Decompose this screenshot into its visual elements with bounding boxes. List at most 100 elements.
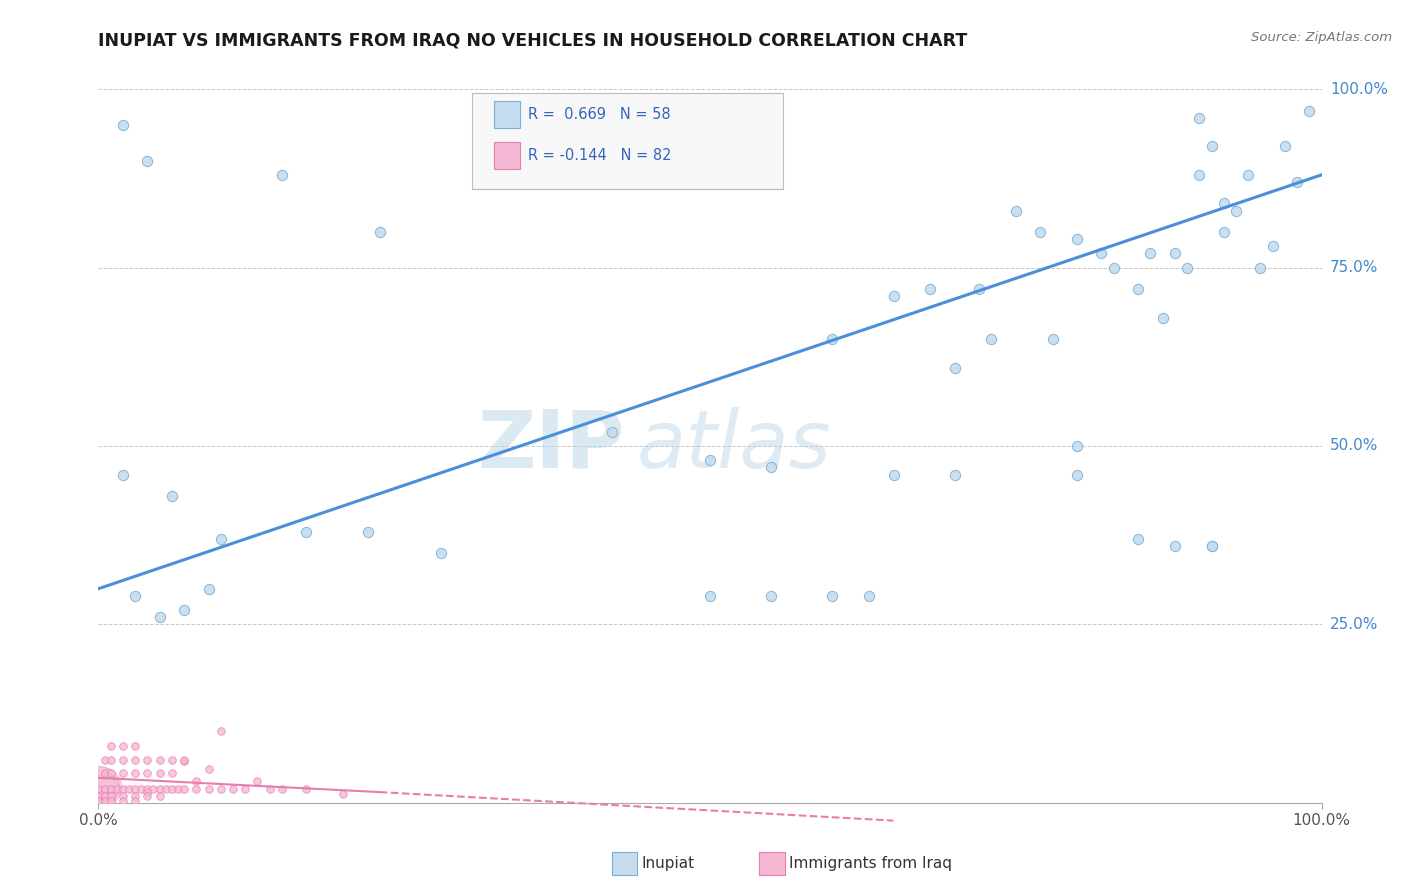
Point [1164, 246, 1187, 260]
Point [111, 739, 134, 753]
Point [1286, 175, 1309, 189]
Point [883, 289, 905, 303]
Point [87, 780, 110, 794]
Point [136, 781, 159, 796]
Point [1175, 260, 1198, 275]
Point [821, 332, 844, 346]
Point [105, 781, 128, 796]
Point [209, 724, 232, 739]
Point [821, 589, 844, 603]
Point [1139, 246, 1161, 260]
Point [100, 794, 122, 808]
Point [1261, 239, 1284, 253]
Point [111, 753, 134, 767]
Text: Inupiat: Inupiat [641, 856, 695, 871]
Point [1004, 203, 1026, 218]
Point [883, 467, 905, 482]
Point [111, 118, 134, 132]
Point [209, 781, 232, 796]
Point [136, 765, 159, 780]
Point [1042, 332, 1064, 346]
Text: 75.0%: 75.0% [1330, 260, 1378, 275]
Point [699, 453, 721, 467]
Text: 25.0%: 25.0% [1330, 617, 1378, 632]
Point [173, 753, 195, 767]
Point [124, 794, 146, 808]
Point [91, 780, 114, 794]
Point [160, 781, 183, 796]
Point [1102, 260, 1125, 275]
Text: INUPIAT VS IMMIGRANTS FROM IRAQ NO VEHICLES IN HOUSEHOLD CORRELATION CHART: INUPIAT VS IMMIGRANTS FROM IRAQ NO VEHIC… [98, 31, 967, 49]
Point [1029, 225, 1052, 239]
Point [858, 589, 880, 603]
Point [149, 610, 172, 624]
Point [233, 781, 256, 796]
Point [368, 225, 391, 239]
Text: R =  0.669   N = 58: R = 0.669 N = 58 [527, 107, 671, 122]
FancyBboxPatch shape [471, 93, 783, 189]
Text: 50.0%: 50.0% [1330, 439, 1378, 453]
Point [1128, 282, 1150, 296]
Point [136, 153, 159, 168]
Point [100, 765, 122, 780]
Point [124, 765, 146, 780]
Point [943, 360, 966, 375]
Point [209, 532, 232, 546]
Point [1212, 196, 1234, 211]
Point [124, 589, 146, 603]
Bar [494, 142, 520, 169]
Point [155, 781, 177, 796]
Point [160, 753, 183, 767]
Point [160, 765, 183, 780]
Point [1298, 103, 1320, 118]
Point [356, 524, 378, 539]
Point [332, 787, 354, 801]
Point [920, 282, 942, 296]
Text: Source: ZipAtlas.com: Source: ZipAtlas.com [1251, 31, 1392, 45]
Point [94, 780, 117, 794]
Point [967, 282, 990, 296]
Text: atlas: atlas [637, 407, 831, 485]
Point [124, 753, 146, 767]
Point [600, 425, 623, 439]
Point [111, 781, 134, 796]
Point [149, 753, 172, 767]
Point [136, 789, 159, 803]
Point [1201, 539, 1223, 553]
Point [124, 739, 146, 753]
Point [1152, 310, 1174, 325]
Text: 100.0%: 100.0% [1330, 82, 1388, 96]
Point [160, 489, 183, 503]
Point [1066, 232, 1088, 246]
Point [246, 774, 269, 789]
Point [1249, 260, 1271, 275]
Point [149, 765, 172, 780]
Point [295, 781, 318, 796]
Point [980, 332, 1002, 346]
Point [1188, 168, 1211, 182]
Point [124, 781, 146, 796]
Point [111, 765, 134, 780]
Point [118, 781, 141, 796]
Point [943, 467, 966, 482]
Point [111, 467, 134, 482]
Text: R = -0.144   N = 82: R = -0.144 N = 82 [527, 148, 671, 163]
Point [100, 739, 122, 753]
Point [1128, 532, 1150, 546]
Point [93, 753, 115, 767]
Point [129, 781, 152, 796]
Point [149, 789, 172, 803]
Point [173, 755, 195, 769]
Point [186, 774, 208, 789]
Point [173, 603, 195, 617]
Point [93, 794, 115, 808]
Point [1212, 225, 1234, 239]
Point [430, 546, 453, 560]
Point [93, 781, 115, 796]
Point [100, 789, 122, 803]
Text: Immigrants from Iraq: Immigrants from Iraq [789, 856, 952, 871]
Point [699, 589, 721, 603]
Point [222, 781, 245, 796]
Point [1274, 139, 1296, 153]
Point [259, 781, 281, 796]
